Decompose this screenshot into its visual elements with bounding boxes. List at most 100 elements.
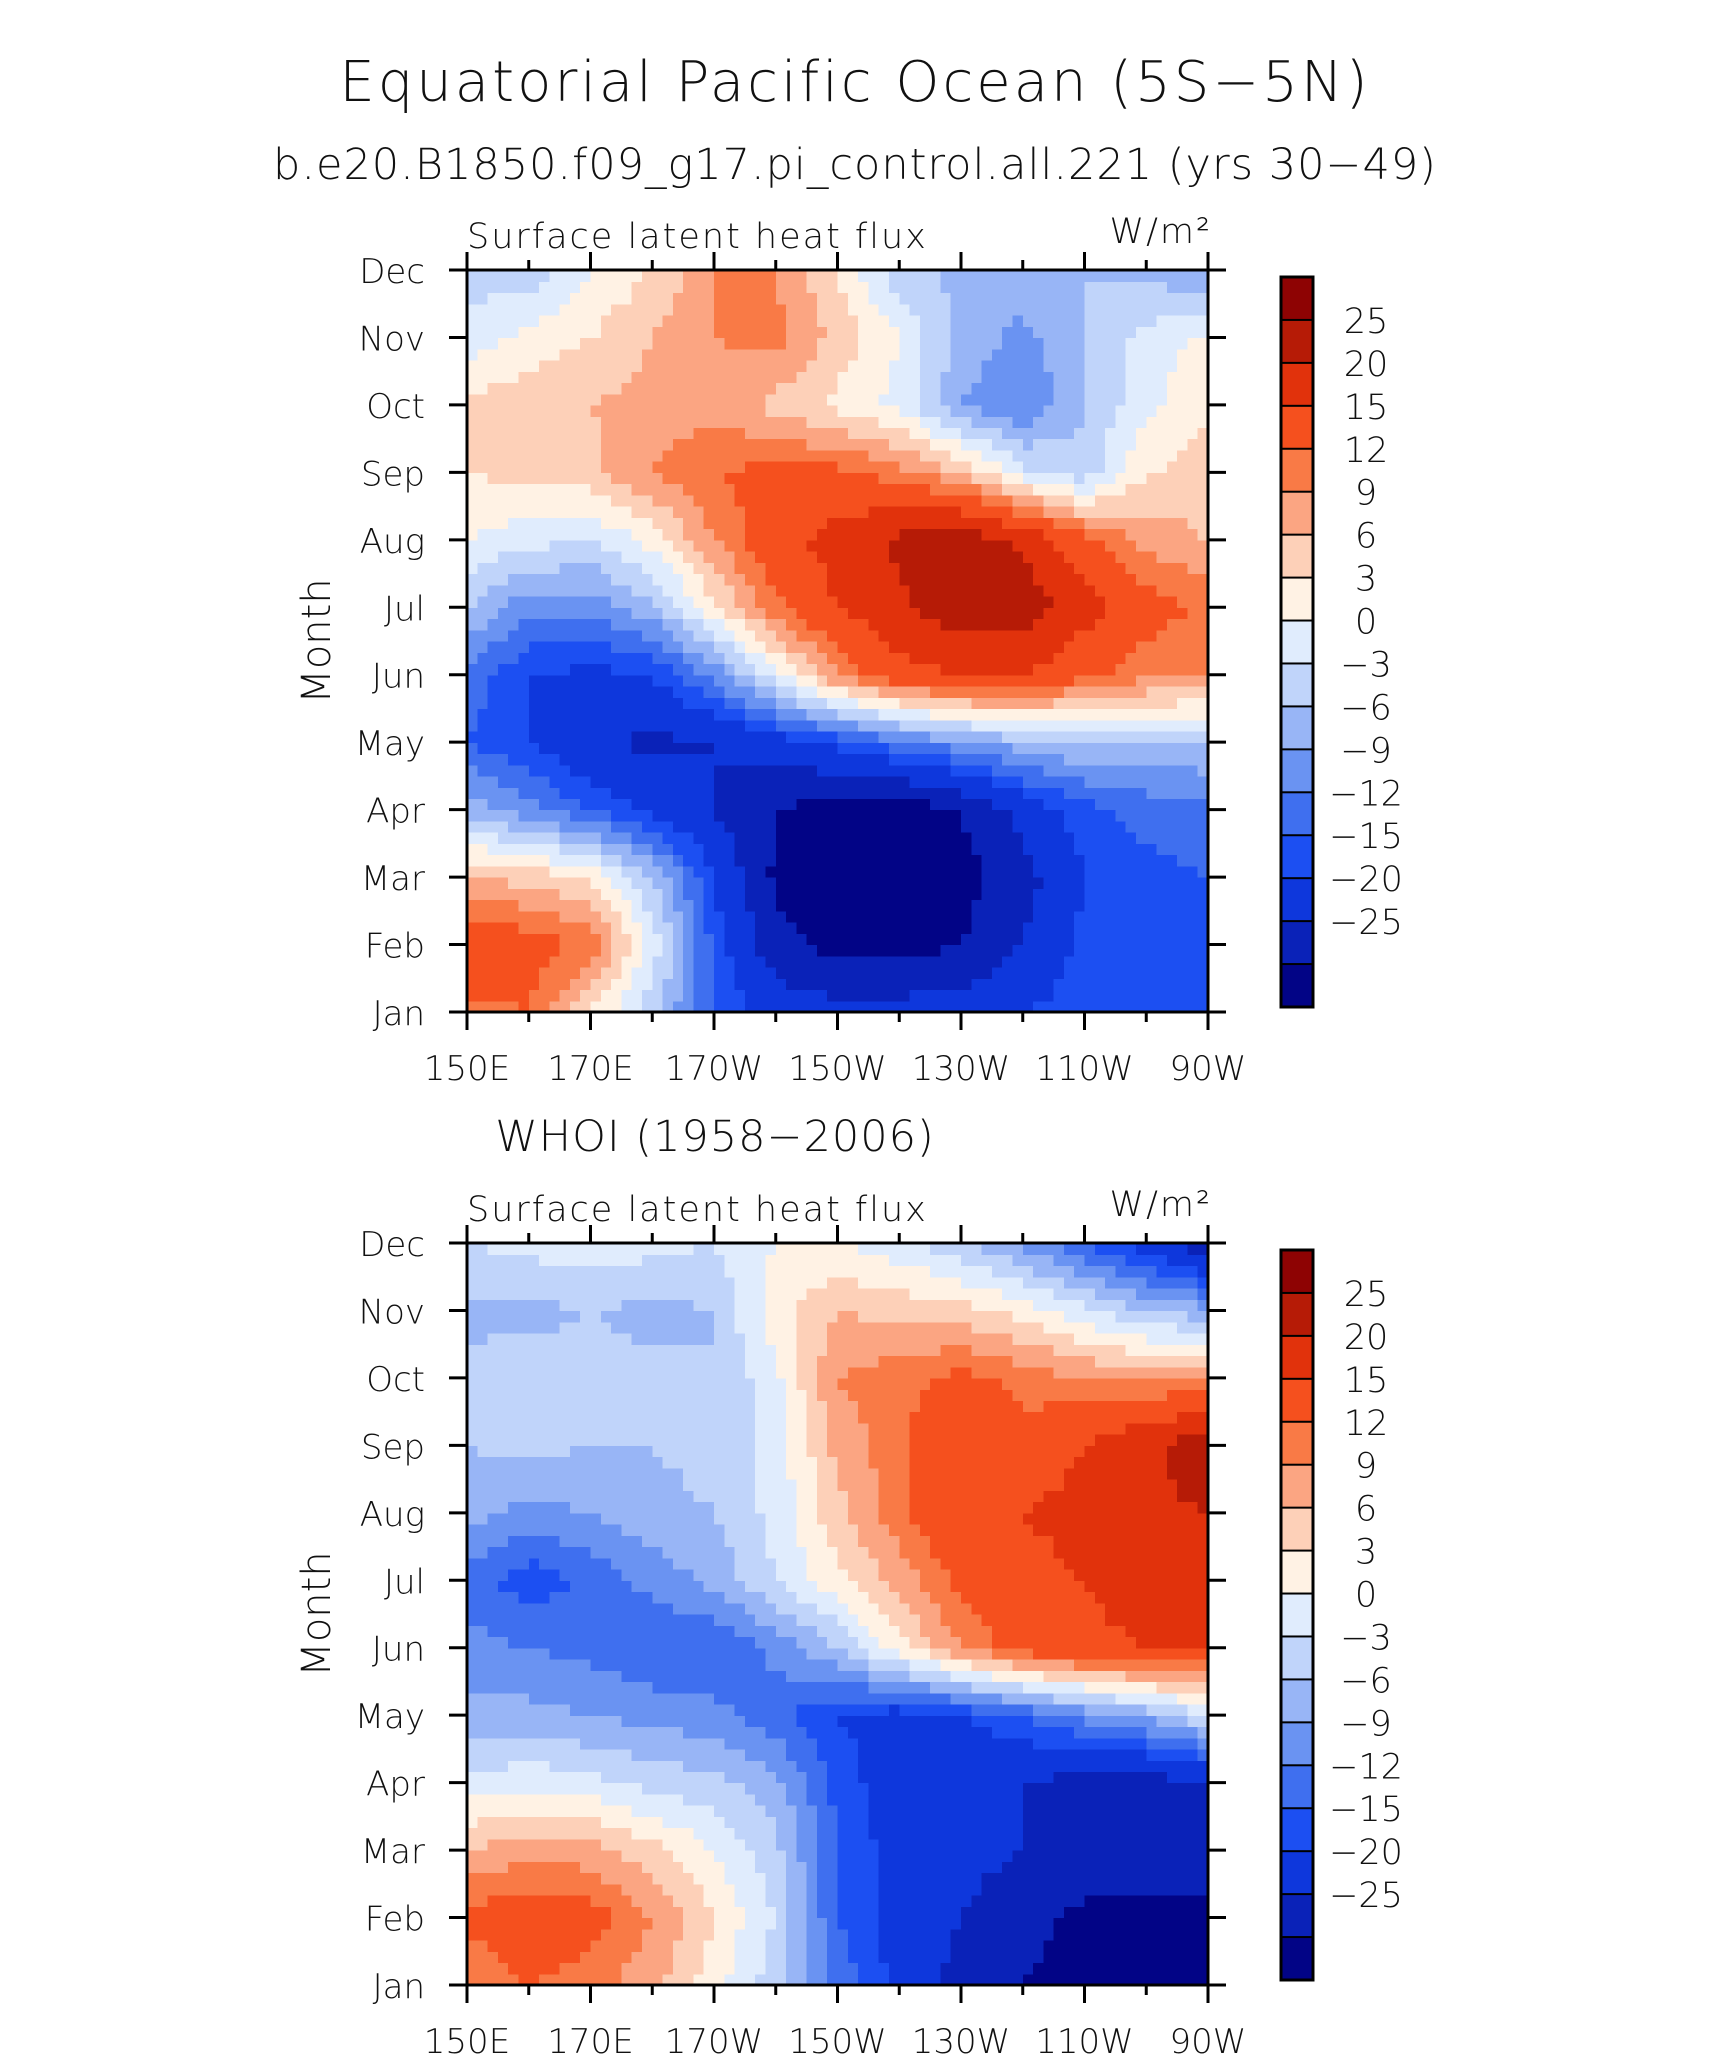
heat-cell — [1022, 899, 1034, 912]
heat-cell — [683, 989, 695, 1002]
heat-cell — [1177, 303, 1189, 316]
heat-cell — [796, 337, 808, 350]
heat-cell — [1053, 955, 1065, 968]
heat-cell — [744, 899, 756, 912]
heat-cell — [714, 584, 725, 597]
heat-cell — [1125, 371, 1137, 384]
heat-cell — [559, 641, 571, 653]
heat-cell — [816, 483, 828, 496]
heat-cell — [940, 438, 952, 451]
heat-cell — [888, 967, 900, 979]
heat-cell — [652, 539, 664, 552]
heat-cell — [765, 404, 777, 417]
heat-cell — [528, 438, 540, 451]
heat-cell — [930, 1000, 942, 1013]
heat-cell — [724, 494, 736, 507]
heat-cell — [755, 371, 767, 384]
heat-cell — [1125, 685, 1137, 698]
heat-cell — [1012, 798, 1024, 811]
heat-cell — [796, 618, 808, 631]
heat-cell — [724, 506, 736, 518]
heat-cell — [497, 483, 509, 496]
heat-cell — [693, 933, 705, 946]
heat-cell — [1074, 371, 1086, 384]
heat-cell — [868, 629, 880, 642]
heat-cell — [816, 775, 828, 788]
heat-cell — [961, 910, 972, 923]
heat-cell — [652, 719, 664, 732]
heat-cell — [508, 371, 520, 384]
heat-cell — [878, 944, 890, 957]
heat-cell — [971, 427, 983, 440]
heat-cell — [1094, 955, 1106, 968]
heat-cell — [703, 539, 715, 552]
heat-cell — [775, 416, 787, 428]
heat-cell — [487, 742, 499, 755]
heat-cell — [981, 528, 993, 541]
heat-cell — [765, 562, 777, 575]
heat-cell — [796, 865, 808, 878]
heat-cell — [477, 798, 489, 811]
heat-cell — [703, 404, 715, 417]
heat-cell — [940, 539, 952, 552]
heat-cell — [1094, 922, 1106, 934]
heat-cell — [508, 685, 520, 698]
heat-cell — [1053, 719, 1065, 732]
heat-cell — [590, 877, 602, 889]
heat-cell — [1156, 764, 1168, 777]
heat-cell — [1177, 888, 1189, 901]
heat-cell — [508, 854, 520, 867]
heat-cell — [837, 708, 849, 721]
heat-cell — [919, 618, 931, 631]
heat-cell — [1166, 449, 1178, 462]
heat-cell — [940, 494, 952, 507]
heat-cell — [672, 607, 684, 620]
heat-cell — [1135, 865, 1147, 878]
heat-cell — [621, 787, 633, 799]
heat-cell — [1166, 607, 1178, 620]
heat-cell — [621, 798, 633, 811]
heat-cell — [775, 461, 787, 473]
heat-cell — [1146, 742, 1158, 755]
heat-cell — [714, 337, 725, 350]
heat-cell — [971, 607, 983, 620]
heat-cell — [467, 989, 478, 1002]
heat-cell — [1115, 899, 1127, 912]
heat-cell — [858, 764, 869, 777]
heat-cell — [796, 989, 808, 1002]
heat-cell — [1022, 809, 1034, 822]
heat-cell — [1135, 472, 1147, 485]
heat-cell — [1094, 910, 1106, 923]
heat-cell — [611, 539, 622, 552]
heat-cell — [981, 730, 993, 743]
heat-cell — [539, 517, 550, 530]
heat-cell — [693, 483, 705, 496]
heat-cell — [1074, 618, 1086, 631]
heat-cell — [827, 573, 839, 586]
heat-cell — [816, 674, 828, 687]
heat-cell — [1053, 449, 1065, 462]
heat-cell — [477, 427, 489, 440]
heat-cell — [1197, 809, 1209, 822]
heat-cell — [744, 1000, 756, 1013]
heat-cell — [1084, 1962, 1096, 1975]
heat-cell — [703, 382, 715, 395]
heat-cell — [827, 742, 839, 755]
heat-cell — [1187, 292, 1199, 305]
heat-cell — [672, 337, 684, 350]
heat-cell — [1166, 371, 1178, 384]
heat-cell — [539, 382, 550, 395]
heat-cell — [539, 314, 550, 327]
heat-cell — [1177, 438, 1189, 451]
heat-cell — [909, 787, 921, 799]
heat-cell — [487, 1973, 499, 1986]
heat-cell — [621, 719, 633, 732]
heat-cell — [765, 314, 777, 327]
heat-cell — [847, 685, 859, 698]
heat-cell — [580, 798, 592, 811]
heat-cell — [641, 517, 653, 530]
heat-cell — [971, 1973, 983, 1986]
heat-cell — [919, 955, 931, 968]
heat-cell — [950, 618, 962, 631]
heat-cell — [1094, 517, 1106, 530]
